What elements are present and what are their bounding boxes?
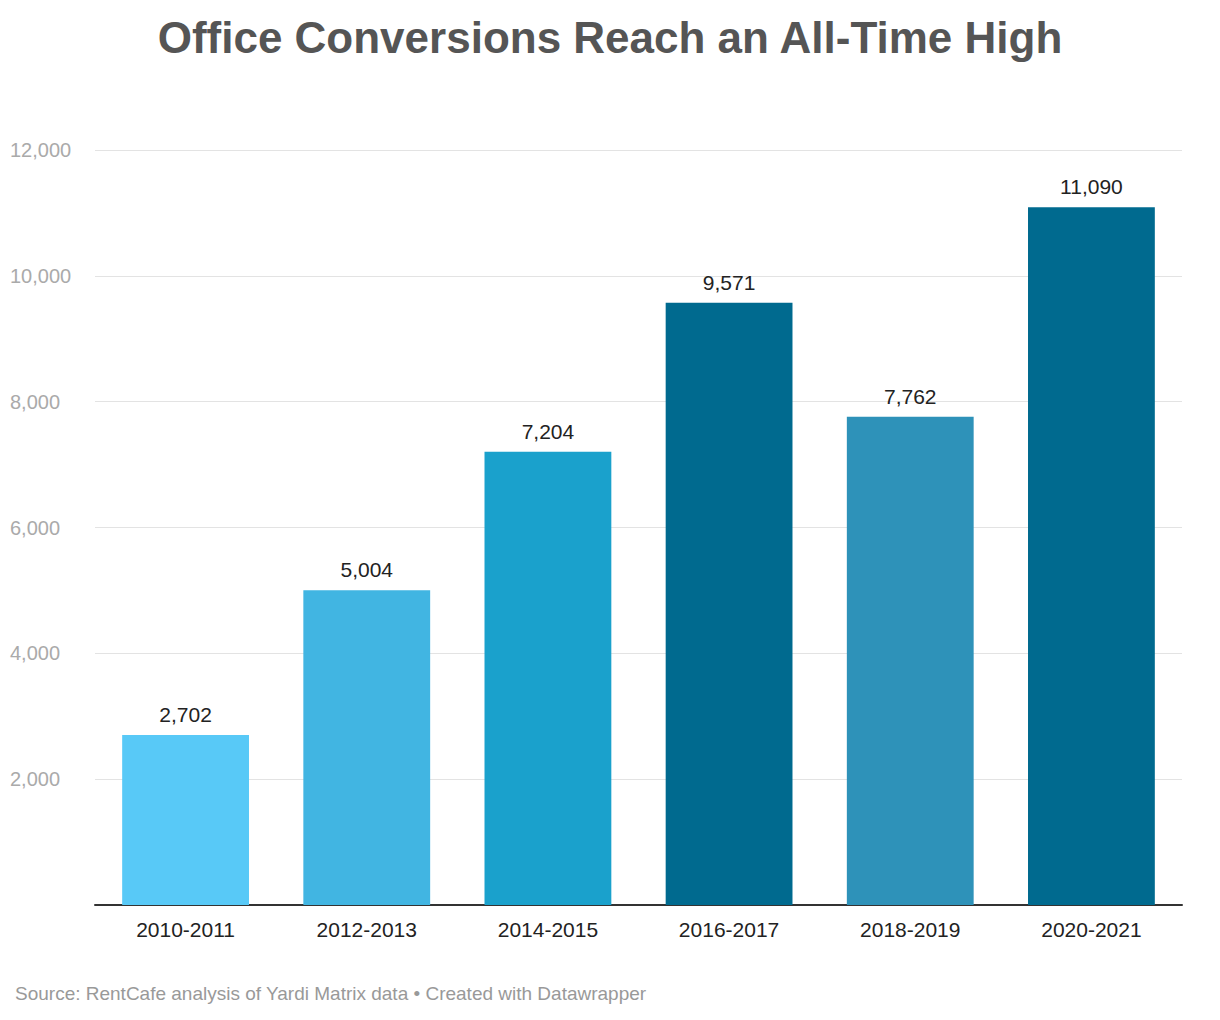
svg-text:2010-2011: 2010-2011 xyxy=(136,918,235,941)
svg-text:2018-2019: 2018-2019 xyxy=(860,918,960,941)
svg-text:11,090: 11,090 xyxy=(1060,175,1123,198)
svg-text:7,762: 7,762 xyxy=(884,385,937,408)
svg-text:2020-2021: 2020-2021 xyxy=(1041,918,1141,941)
svg-text:2,000: 2,000 xyxy=(10,768,60,790)
svg-text:10,000: 10,000 xyxy=(10,265,71,287)
svg-text:5,004: 5,004 xyxy=(340,558,393,581)
svg-text:7,204: 7,204 xyxy=(522,420,575,443)
svg-text:9,571: 9,571 xyxy=(703,271,756,294)
svg-text:2,702: 2,702 xyxy=(159,703,212,726)
svg-text:8,000: 8,000 xyxy=(10,391,60,413)
svg-text:6,000: 6,000 xyxy=(10,517,60,539)
svg-text:2014-2015: 2014-2015 xyxy=(498,918,598,941)
svg-text:2016-2017: 2016-2017 xyxy=(679,918,779,941)
svg-text:12,000: 12,000 xyxy=(10,139,71,161)
svg-text:Source: RentCafe analysis of Y: Source: RentCafe analysis of Yardi Matri… xyxy=(15,983,647,1004)
svg-text:Office Conversions Reach an Al: Office Conversions Reach an All-Time Hig… xyxy=(158,13,1063,62)
svg-text:4,000: 4,000 xyxy=(10,642,60,664)
svg-text:2012-2013: 2012-2013 xyxy=(317,918,417,941)
